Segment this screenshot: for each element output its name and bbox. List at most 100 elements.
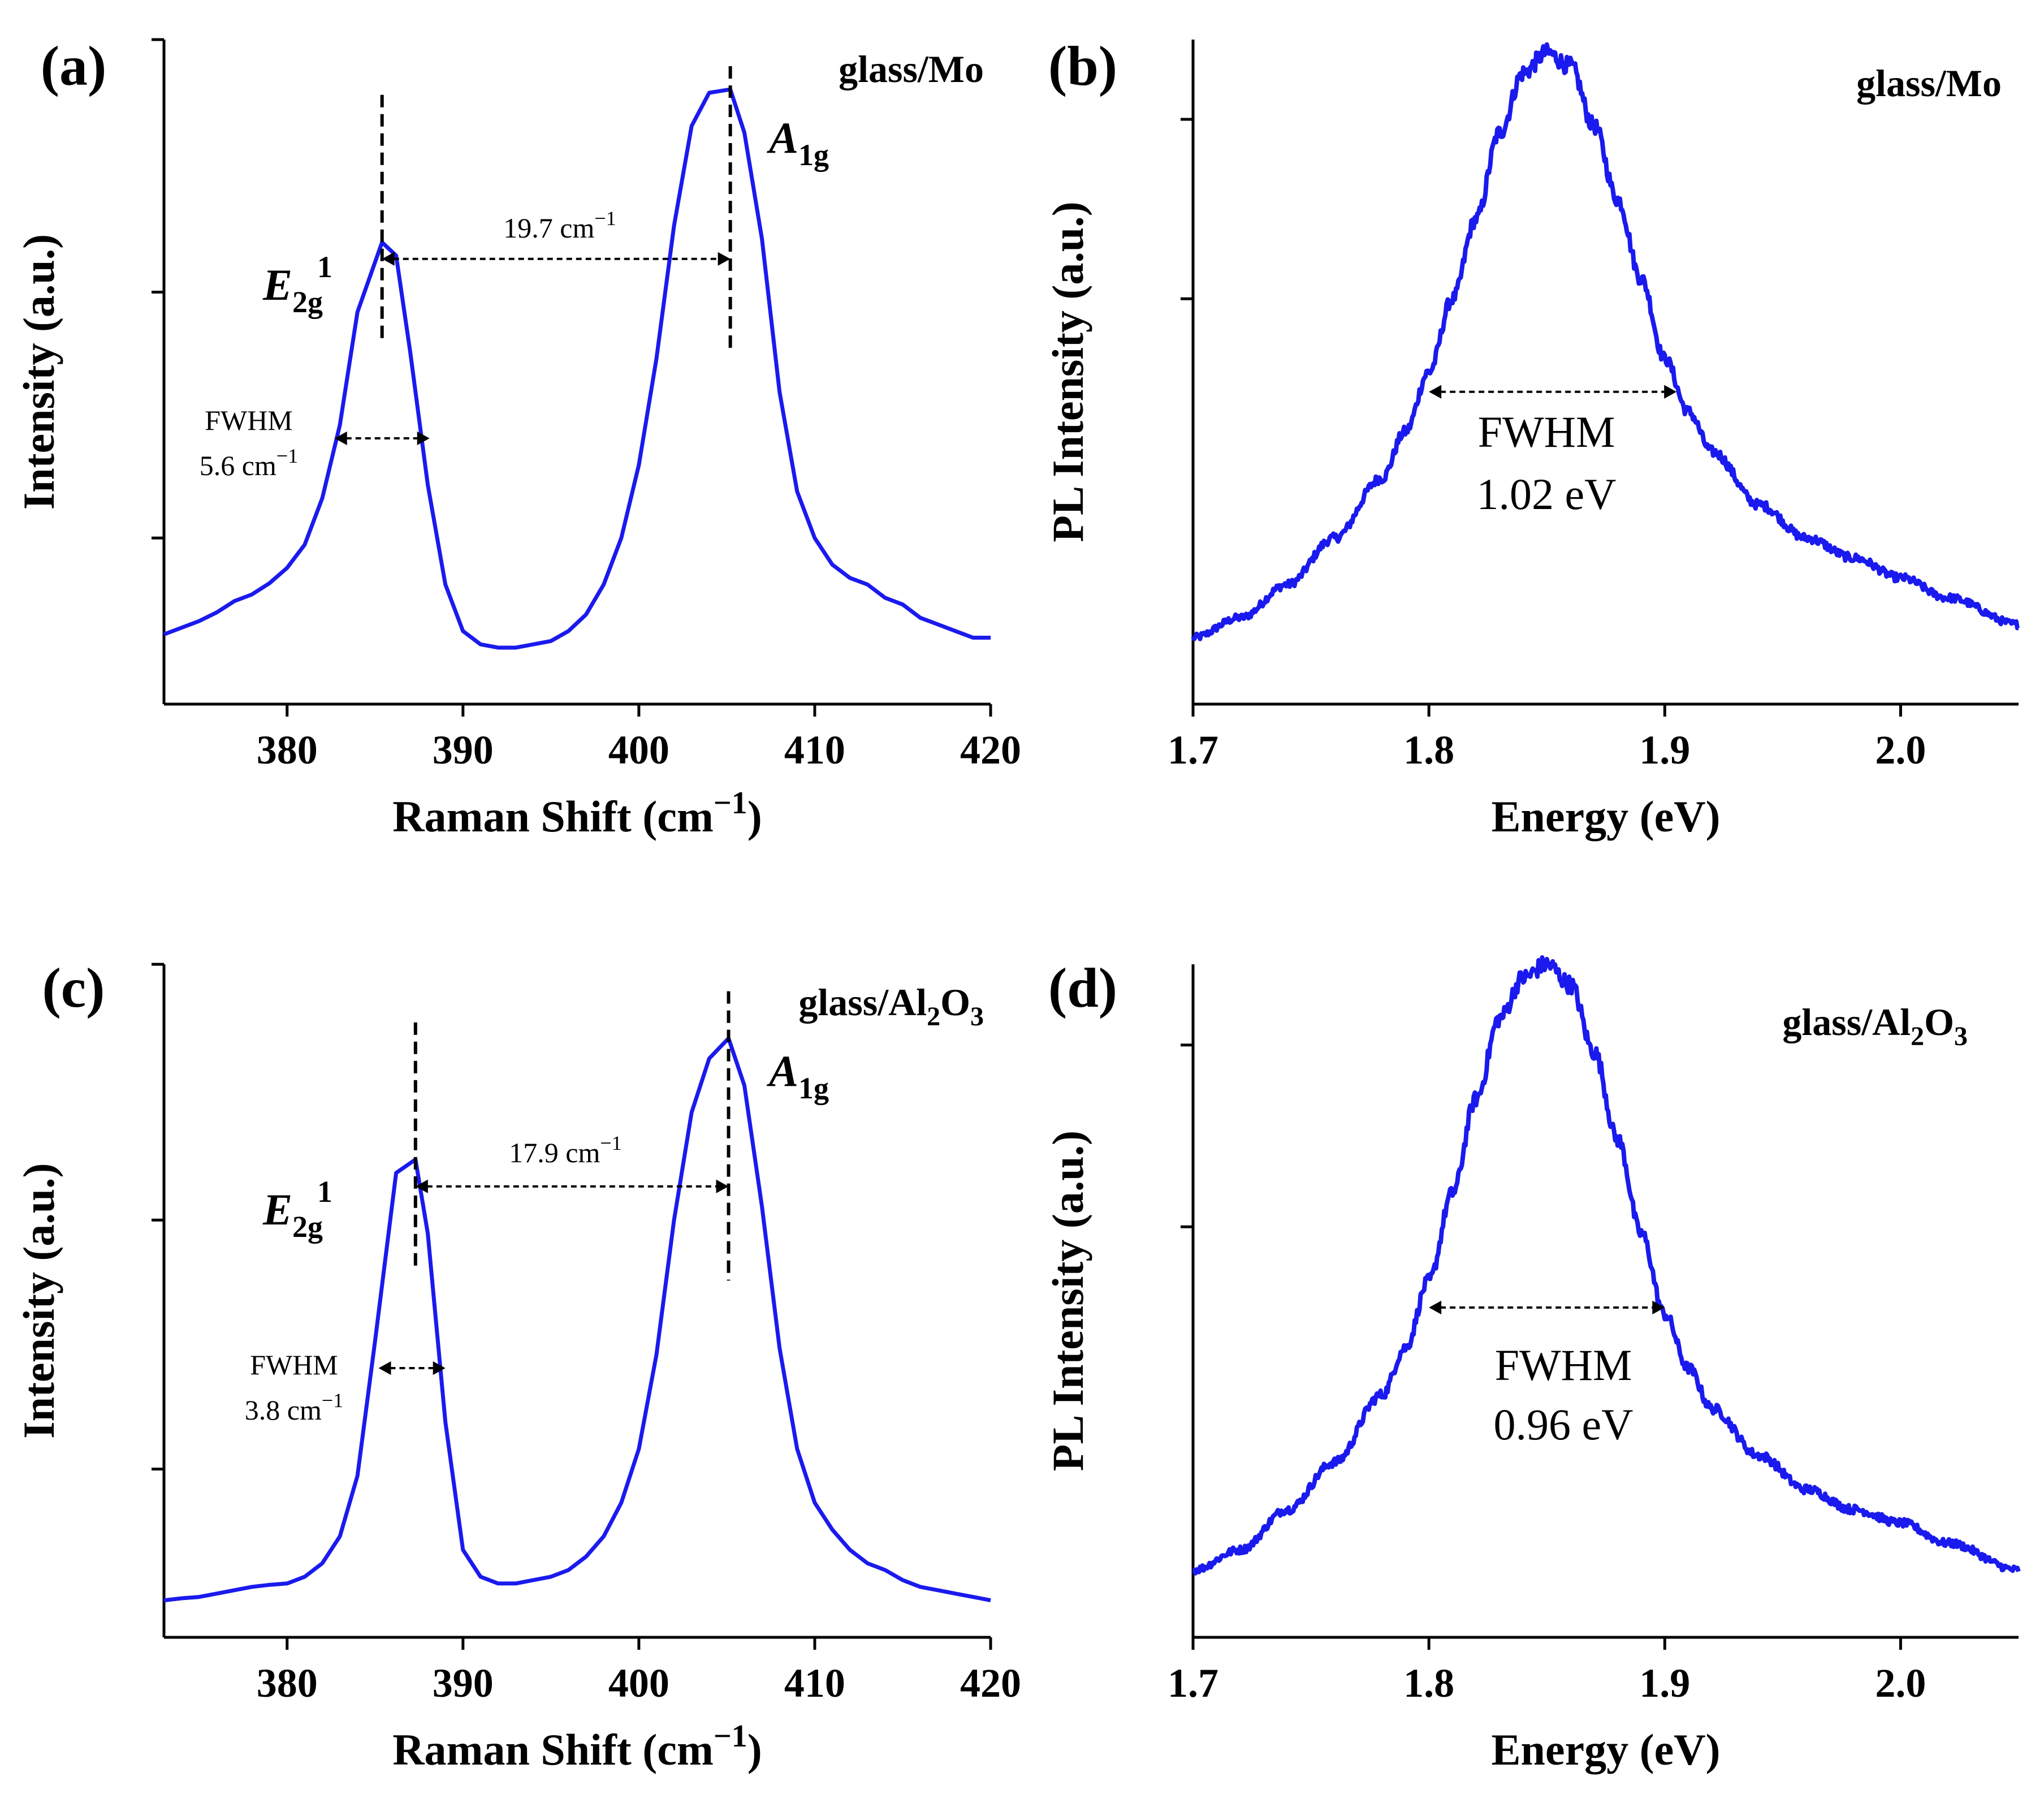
- fwhm-arrow-head-right: [433, 1361, 446, 1375]
- series-line: [1191, 42, 2020, 641]
- series-line: [163, 87, 991, 650]
- x-axis-title: Energy (eV): [1491, 792, 1720, 841]
- peak1-label: E2g1: [262, 250, 332, 319]
- legend-text: glass/Al2O3: [1782, 1000, 1968, 1051]
- peak1-base: E: [262, 260, 292, 309]
- x-axis-title-text: Raman Shift (cm: [392, 792, 714, 841]
- panel-b: 1.7 1.8 1.9 2.0 Energy (eV) PL Intensity (a.u…: [1043, 34, 2020, 841]
- panel-label: (c): [42, 956, 105, 1019]
- separation-label: 19.7 cm−1: [503, 207, 616, 244]
- panel-d: 1.7 1.8 1.9 2.0 Energy (eV) PL Intensity (a.u…: [1043, 955, 2021, 1774]
- panel-label: (a): [41, 34, 107, 97]
- peak2-sub: 1g: [798, 138, 829, 172]
- legend-main: glass/Mo: [1856, 62, 2002, 105]
- peak1-sub: 2g: [292, 1210, 323, 1244]
- x-tick-label: 410: [784, 1661, 845, 1706]
- x-tick-label: 1.9: [1639, 1661, 1690, 1706]
- peak2-label: A1g: [766, 1046, 829, 1105]
- x-tick-label: 390: [433, 1661, 494, 1706]
- peak2-base: A: [766, 113, 798, 162]
- peak1-sup: 1: [317, 1175, 332, 1209]
- fwhm-label: FWHM: [1495, 1340, 1632, 1390]
- fwhm-label: FWHM: [205, 404, 293, 436]
- x-tick-label: 400: [608, 727, 669, 773]
- x-tick-label: 1.9: [1639, 727, 1690, 773]
- separation-arrow-head-right: [718, 252, 731, 266]
- legend-main: glass/Mo: [839, 48, 984, 90]
- x-tick-label: 420: [960, 1661, 1021, 1706]
- peak1-base: E: [262, 1185, 292, 1234]
- legend-sub: 2: [927, 1002, 940, 1032]
- peak1-label: E2g1: [262, 1175, 332, 1244]
- legend-text: glass/Mo: [1856, 62, 2002, 105]
- separation-arrow-head-right: [716, 1179, 729, 1193]
- y-axis-title: Intensity (a.u.): [14, 1163, 63, 1439]
- separation-label: 17.9 cm−1: [509, 1132, 621, 1168]
- x-tick-label: 380: [257, 727, 318, 773]
- peak2-base: A: [766, 1046, 798, 1096]
- legend-main: glass/Al: [798, 981, 927, 1024]
- x-tick-label: 400: [608, 1661, 669, 1706]
- x-axis-title: Raman Shift (cm−1): [392, 1719, 762, 1774]
- panel-label: (b): [1048, 34, 1117, 97]
- fwhm-arrow-head-right: [1664, 385, 1677, 399]
- fwhm-value-text: 3.8 cm: [245, 1394, 322, 1426]
- separation-arrow-head-left: [415, 1179, 428, 1193]
- separation-label-text: 17.9 cm: [509, 1137, 600, 1168]
- x-axis-title: Raman Shift (cm−1): [392, 786, 762, 841]
- legend-sub: 2: [1911, 1021, 1924, 1051]
- fwhm-arrow-head-left: [1429, 1300, 1442, 1314]
- fwhm-value: 0.96 eV: [1494, 1400, 1634, 1449]
- legend-main: glass/Al: [1782, 1000, 1911, 1043]
- separation-label-text: 19.7 cm: [503, 212, 594, 244]
- x-tick-label: 410: [784, 727, 845, 773]
- peak1-sub: 2g: [292, 285, 323, 319]
- fwhm-value: 5.6 cm−1: [200, 445, 298, 481]
- y-axis-title: PL Intensity (a.u.): [1043, 1131, 1092, 1471]
- fwhm-label: FWHM: [1478, 407, 1615, 456]
- fwhm-value-sup: −1: [322, 1389, 343, 1412]
- x-tick-label: 2.0: [1875, 727, 1926, 773]
- legend-sub2: 3: [1954, 1021, 1968, 1051]
- x-tick-label: 1.8: [1403, 727, 1454, 773]
- fwhm-arrow-head-right: [417, 431, 430, 446]
- separation-label-sup: −1: [594, 207, 616, 230]
- x-axis-title-close: ): [747, 792, 762, 841]
- x-tick-label: 420: [960, 727, 1021, 773]
- fwhm-value: 3.8 cm−1: [245, 1389, 343, 1426]
- y-axis-title: PL Intensity (a.u.): [1043, 201, 1092, 542]
- series-line: [163, 1036, 991, 1603]
- peak2-label: A1g: [766, 113, 829, 172]
- x-axis-title: Energy (eV): [1491, 1725, 1720, 1774]
- fwhm-label: FWHM: [250, 1349, 338, 1381]
- legend-rest: O: [940, 981, 970, 1024]
- x-tick-label: 390: [433, 727, 494, 773]
- fwhm-arrow-head-right: [1652, 1300, 1665, 1314]
- fwhm-value-text: 5.6 cm: [200, 450, 276, 481]
- x-tick-label: 1.8: [1403, 1661, 1454, 1706]
- x-axis-title-text: Energy (eV): [1491, 792, 1720, 841]
- x-tick-label: 1.7: [1168, 1661, 1218, 1706]
- legend-rest: O: [1924, 1000, 1954, 1043]
- separation-label-sup: −1: [600, 1132, 621, 1154]
- legend-sub2: 3: [970, 1002, 984, 1032]
- x-axis-title-text: Raman Shift (cm: [392, 1725, 714, 1774]
- x-axis-title-text: Energy (eV): [1491, 1725, 1720, 1774]
- peak2-sub: 1g: [798, 1071, 829, 1105]
- legend-text: glass/Al2O3: [798, 981, 984, 1032]
- x-tick-label: 2.0: [1875, 1661, 1926, 1706]
- fwhm-value-sup: −1: [276, 445, 298, 467]
- fwhm-arrow-head-left: [1429, 385, 1442, 399]
- peak1-sup: 1: [317, 250, 332, 284]
- series-line: [1192, 955, 2021, 1576]
- y-axis-title: Intensity (a.u.): [14, 234, 63, 510]
- x-tick-label: 1.7: [1168, 727, 1218, 773]
- x-axis-title-sup: −1: [714, 786, 747, 821]
- x-axis-title-sup: −1: [714, 1719, 747, 1754]
- x-axis-title-close: ): [747, 1725, 762, 1774]
- legend-text: glass/Mo: [839, 48, 984, 90]
- fwhm-arrow-head-left: [334, 431, 347, 446]
